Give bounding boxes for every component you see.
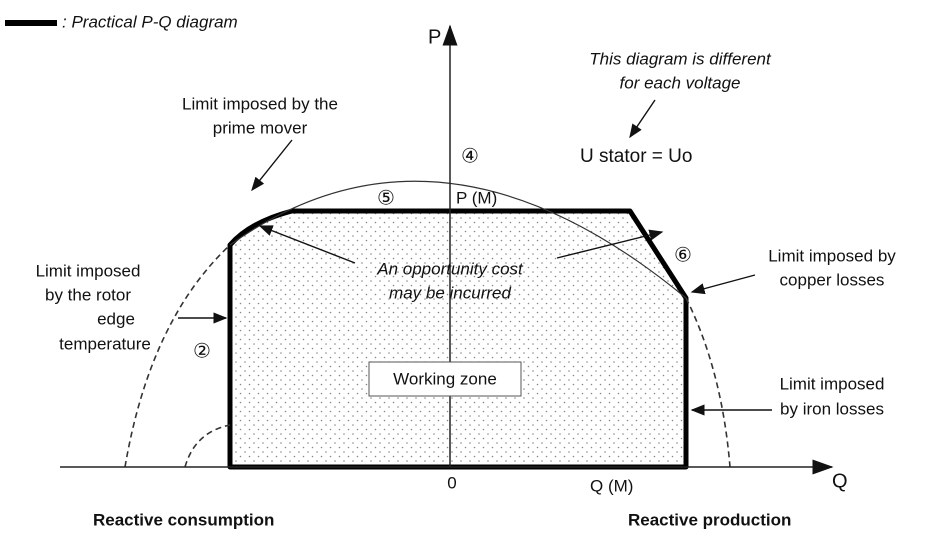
iron-label: by iron losses xyxy=(780,399,884,418)
rotor-label: edge xyxy=(97,309,135,328)
working-zone-label: Working zone xyxy=(393,369,497,388)
origin-label: 0 xyxy=(447,473,456,492)
iron-curve-dashed xyxy=(685,297,731,468)
small-curve-dashed xyxy=(184,424,231,468)
rotor-label: by the rotor xyxy=(45,285,131,304)
production-label: Reactive production xyxy=(628,510,791,529)
marker: ⑤ xyxy=(377,187,395,209)
prime-mover-label: prime mover xyxy=(213,118,308,137)
copper-arrow xyxy=(690,274,756,295)
opportunity-arrow-right xyxy=(556,229,664,259)
rotor-curve-dashed xyxy=(124,244,231,468)
working-zone-boundary xyxy=(227,208,689,470)
iron-label: Limit imposed xyxy=(780,374,885,393)
marker: ⑥ xyxy=(674,244,692,266)
opportunity-label: An opportunity cost xyxy=(376,259,524,278)
copper-label: Limit imposed by xyxy=(768,246,896,265)
opportunity-arrow-left xyxy=(258,225,356,264)
stator-curve xyxy=(229,180,687,299)
p-axis-label: P xyxy=(428,26,441,48)
prime-mover-arrow xyxy=(251,139,293,192)
prime-mover-label: Limit imposed by the xyxy=(182,94,338,113)
consumption-label: Reactive consumption xyxy=(93,510,274,529)
marker: ④ xyxy=(461,145,479,167)
stator-label: U stator = Uo xyxy=(580,146,692,167)
q-max-label: Q (M) xyxy=(590,476,633,495)
opportunity-label: may be incurred xyxy=(389,283,511,302)
legend: : Practical P-Q diagram xyxy=(62,12,238,31)
working-zone-box xyxy=(368,361,522,397)
copper-label: copper losses xyxy=(780,270,885,289)
q-axis-label: Q xyxy=(832,470,848,492)
voltage-arrow xyxy=(629,99,656,139)
voltage-note: This diagram is different xyxy=(589,49,772,68)
voltage-note: for each voltage xyxy=(620,73,741,92)
legend-swatch xyxy=(5,20,57,26)
p-max-label: P (M) xyxy=(456,188,497,207)
marker: ② xyxy=(193,340,211,362)
rotor-label: temperature xyxy=(59,334,151,353)
rotor-label: Limit imposed xyxy=(36,261,141,280)
